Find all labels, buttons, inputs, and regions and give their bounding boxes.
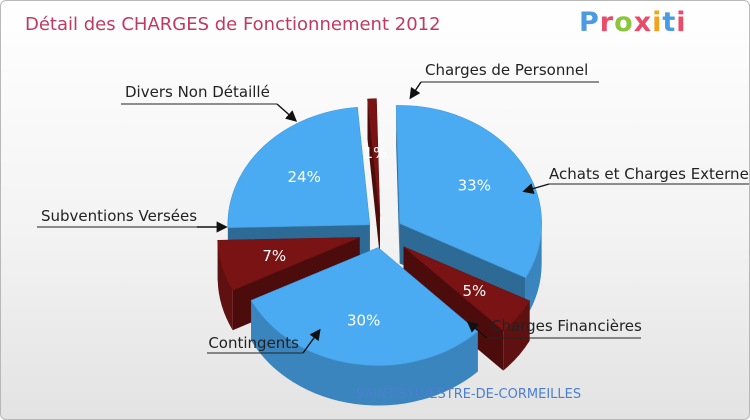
slice-contingents-top bbox=[250, 247, 479, 366]
percent-label-contingents: 30% bbox=[347, 312, 380, 330]
slice-charges-financieres-top bbox=[403, 246, 531, 332]
percent-label-divers-non-detaille: 24% bbox=[288, 168, 321, 186]
slice-subventions-versees-wall bbox=[217, 240, 233, 331]
percent-label-achats-et-charges-externes: 33% bbox=[458, 177, 491, 195]
slice-achats-et-charges-externes-wall bbox=[525, 223, 542, 318]
slice-achats-et-charges-externes-top bbox=[395, 105, 542, 279]
slice-divers-non-detaille-top bbox=[227, 106, 371, 228]
percent-label-charges-financieres: 5% bbox=[463, 282, 487, 300]
slice-charges-de-personnel-top bbox=[367, 98, 381, 217]
slice-charges-de-personnel-cut-face bbox=[367, 99, 380, 257]
proxiti-logo: Proxiti bbox=[579, 7, 687, 38]
chart-subtitle: SAINT-SYLVESTRE-DE-CORMEILLES bbox=[356, 387, 582, 402]
leader-arrow-charges-de-personnel bbox=[409, 81, 422, 100]
chart-title: Détail des CHARGES de Fonctionnement 201… bbox=[25, 14, 441, 35]
leader-arrow-contingents bbox=[302, 328, 321, 354]
slice-label-charges-financieres: Charges Financières bbox=[491, 317, 642, 335]
slice-subventions-versees-top bbox=[217, 237, 360, 291]
leader-arrow-charges-financieres bbox=[466, 321, 488, 339]
slice-label-charges-de-personnel: Charges de Personnel bbox=[425, 61, 588, 79]
leader-arrow-achats-et-charges-externes bbox=[522, 183, 550, 195]
slice-label-subventions-versees: Subventions Versées bbox=[41, 207, 197, 225]
leader-arrow-divers-non-detaille bbox=[276, 103, 298, 122]
slice-contingents-wall bbox=[251, 300, 478, 406]
slice-label-divers-non-detaille: Divers Non Détaillé bbox=[125, 83, 270, 101]
percent-label-subventions-versees: 7% bbox=[262, 247, 286, 265]
slice-charges-financieres-cut-face bbox=[403, 246, 504, 371]
percent-label-charges-de-personnel: 1% bbox=[364, 144, 388, 162]
slice-label-achats-et-charges-externes: Achats et Charges Externes bbox=[549, 165, 749, 183]
slice-label-contingents: Contingents bbox=[208, 334, 299, 352]
slice-charges-financieres-wall bbox=[503, 300, 530, 371]
